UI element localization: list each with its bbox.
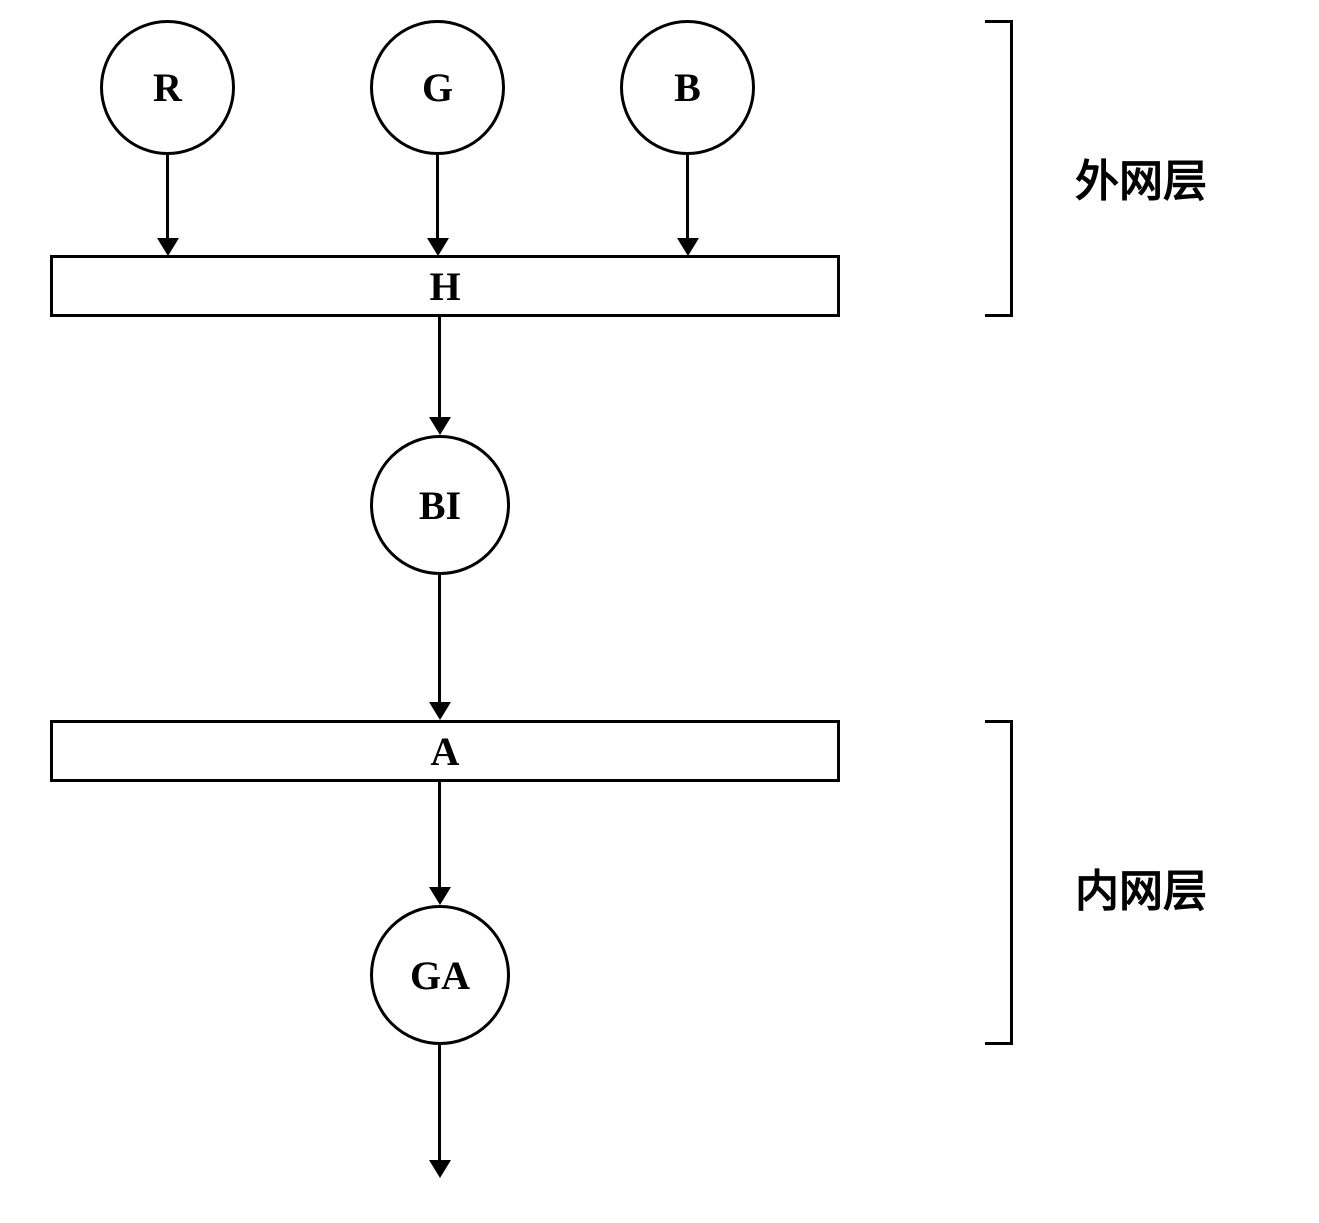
node-ga-label: GA — [410, 952, 470, 999]
node-b-label: B — [674, 64, 701, 111]
node-r-label: R — [153, 64, 182, 111]
diagram-canvas: R G B H BI A GA 外网层 — [0, 0, 1319, 1223]
bracket-outer — [1010, 20, 1013, 317]
node-h: H — [50, 255, 840, 317]
node-a: A — [50, 720, 840, 782]
edge-ga-bottom — [438, 1045, 441, 1160]
arrow-ga-bottom — [429, 1160, 451, 1178]
edge-b-h — [686, 155, 689, 240]
node-b: B — [620, 20, 755, 155]
bracket-outer-top — [985, 20, 1013, 23]
edge-bi-a — [438, 575, 441, 702]
bracket-outer-bottom — [985, 314, 1013, 317]
bracket-inner — [1010, 720, 1013, 1045]
label-outer-text: 外网层 — [1075, 157, 1207, 206]
arrow-h-bi — [429, 417, 451, 435]
arrow-g-h — [427, 238, 449, 256]
arrow-r-h — [157, 238, 179, 256]
edge-a-ga — [438, 782, 441, 887]
arrow-b-h — [677, 238, 699, 256]
edge-h-bi — [438, 317, 441, 417]
node-r: R — [100, 20, 235, 155]
node-ga: GA — [370, 905, 510, 1045]
label-inner-text: 内网层 — [1075, 867, 1207, 916]
label-outer: 外网层 — [1075, 145, 1207, 209]
node-bi: BI — [370, 435, 510, 575]
label-inner: 内网层 — [1075, 855, 1207, 919]
node-g-label: G — [422, 64, 453, 111]
node-g: G — [370, 20, 505, 155]
edge-r-h — [166, 155, 169, 240]
node-h-label: H — [429, 263, 460, 310]
node-a-label: A — [431, 728, 460, 775]
node-bi-label: BI — [419, 482, 461, 529]
edge-g-h — [436, 155, 439, 240]
bracket-inner-bottom — [985, 1042, 1013, 1045]
arrow-bi-a — [429, 702, 451, 720]
arrow-a-ga — [429, 887, 451, 905]
bracket-inner-top — [985, 720, 1013, 723]
